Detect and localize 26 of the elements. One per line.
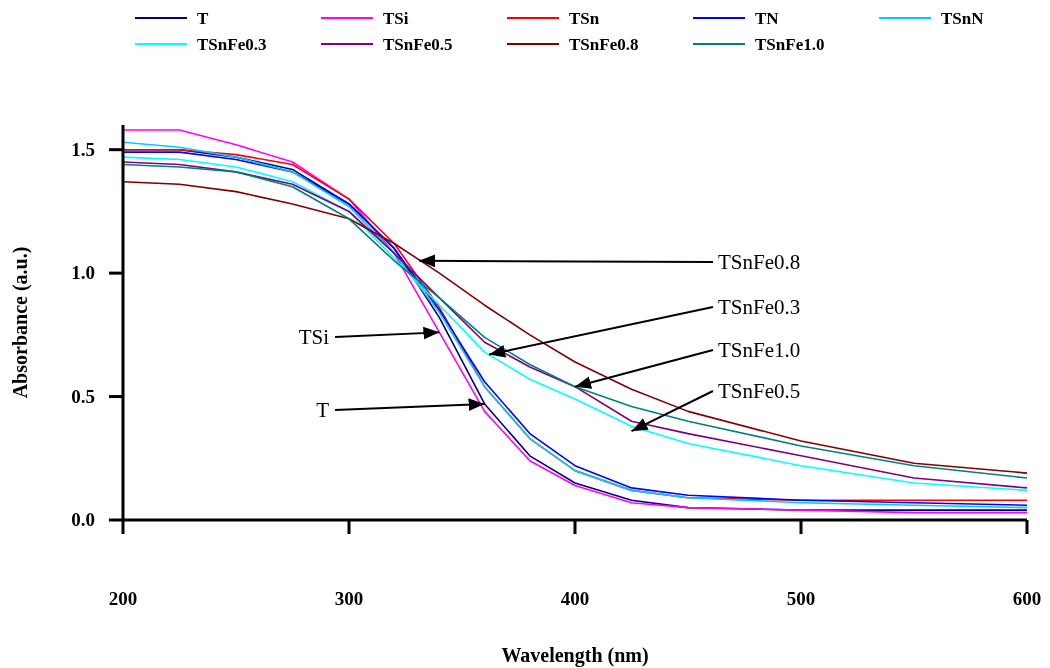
y-tick-label: 0.0: [71, 509, 95, 530]
annotation: T: [316, 398, 330, 422]
x-tick-label: 600: [1012, 588, 1042, 609]
legend-label: T: [197, 9, 209, 28]
y-tick-label: 1.0: [71, 262, 95, 284]
legend-label: TSi: [383, 9, 409, 28]
x-tick-label: 500: [786, 588, 816, 609]
x-tick-label: 300: [334, 588, 364, 609]
y-tick-label: 1.5: [71, 138, 95, 160]
annotation: TSnFe0.5: [718, 379, 801, 403]
legend-label: TSnFe1.0: [755, 35, 825, 54]
legend-label: TN: [755, 9, 780, 28]
y-axis-title: Absorbance (a.u.): [9, 246, 32, 399]
legend-label: TSnFe0.5: [383, 35, 453, 54]
annotation: TSnFe1.0: [718, 338, 801, 362]
x-tick-label: 400: [560, 588, 590, 609]
annotation: TSnFe0.3: [718, 295, 801, 319]
annotation: TSnFe0.8: [718, 250, 801, 274]
legend-label: TSnFe0.8: [569, 35, 639, 54]
x-tick-label: 200: [108, 588, 138, 609]
legend-label: TSnN: [941, 9, 985, 28]
legend-label: TSn: [569, 9, 600, 28]
annotation: TSi: [298, 325, 330, 349]
y-tick-label: 0.5: [71, 385, 95, 407]
x-axis-title: Wavelength (nm): [501, 644, 649, 667]
legend-label: TSnFe0.3: [197, 35, 267, 54]
